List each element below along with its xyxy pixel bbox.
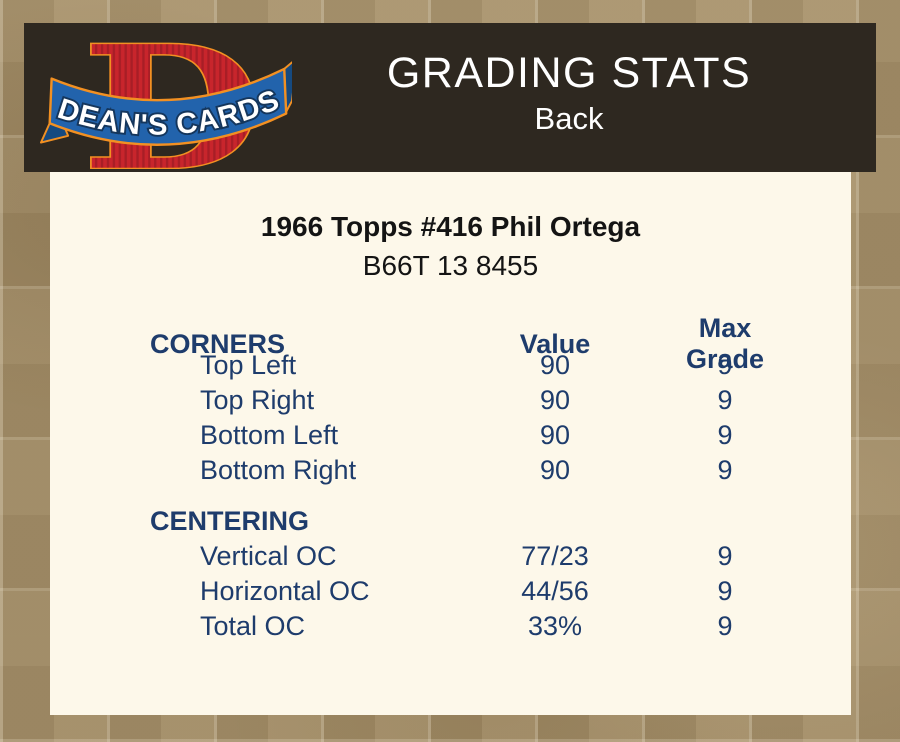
row-value: 90 xyxy=(539,420,571,450)
table-row: Bottom Right 90 9 xyxy=(150,453,851,488)
row-value: 90 xyxy=(539,350,571,380)
row-max-grade: 9 xyxy=(717,385,733,415)
page-title: GRADING STATS xyxy=(386,48,752,97)
corners-header-row: CORNERS Value Max Grade xyxy=(150,313,851,374)
row-value: 77/23 xyxy=(521,541,589,571)
stats-panel: 1966 Topps #416 Phil Ortega B66T 13 8455… xyxy=(50,172,851,715)
row-label: Top Left xyxy=(200,350,297,380)
row-max-grade: 9 xyxy=(717,611,733,641)
row-max-grade: 9 xyxy=(717,455,733,485)
section-label-centering: CENTERING xyxy=(150,506,310,536)
table-row: Total OC 33% 9 xyxy=(150,609,851,644)
row-max-grade: 9 xyxy=(717,541,733,571)
row-label: Vertical OC xyxy=(200,541,337,571)
centering-header-row: CENTERING xyxy=(150,504,851,539)
column-header-value: Value xyxy=(519,328,591,359)
header-titles: GRADING STATS Back xyxy=(292,48,876,148)
header-bar: D DEAN'S CARDS GRADING STATS Back xyxy=(24,23,876,172)
row-label: Top Right xyxy=(200,385,315,415)
row-value: 33% xyxy=(527,611,583,641)
row-max-grade: 9 xyxy=(717,350,733,380)
column-header-max-grade: Max Grade xyxy=(685,313,765,374)
row-label: Bottom Left xyxy=(200,420,339,450)
row-value: 44/56 xyxy=(521,576,589,606)
row-max-grade: 9 xyxy=(717,576,733,606)
row-max-grade: 9 xyxy=(717,420,733,450)
row-label: Horizontal OC xyxy=(200,576,370,606)
page-subtitle: Back xyxy=(534,100,604,136)
section-label-corners: CORNERS xyxy=(150,328,286,359)
table-row: Horizontal OC 44/56 9 xyxy=(150,574,851,609)
row-value: 90 xyxy=(539,385,571,415)
row-label: Bottom Right xyxy=(200,455,357,485)
table-row: Top Left 90 9 xyxy=(150,348,851,383)
table-row: Bottom Left 90 9 xyxy=(150,418,851,453)
card-serial-number: B66T 13 8455 xyxy=(362,250,539,281)
grading-stats-table: CORNERS Value Max Grade Top Left 90 9 To… xyxy=(50,313,851,644)
deans-cards-logo: D DEAN'S CARDS xyxy=(40,27,292,169)
card-title: 1966 Topps #416 Phil Ortega xyxy=(260,211,641,242)
row-value: 90 xyxy=(539,455,571,485)
row-label: Total OC xyxy=(200,611,306,641)
table-row: Vertical OC 77/23 9 xyxy=(150,539,851,574)
table-row: Top Right 90 9 xyxy=(150,383,851,418)
